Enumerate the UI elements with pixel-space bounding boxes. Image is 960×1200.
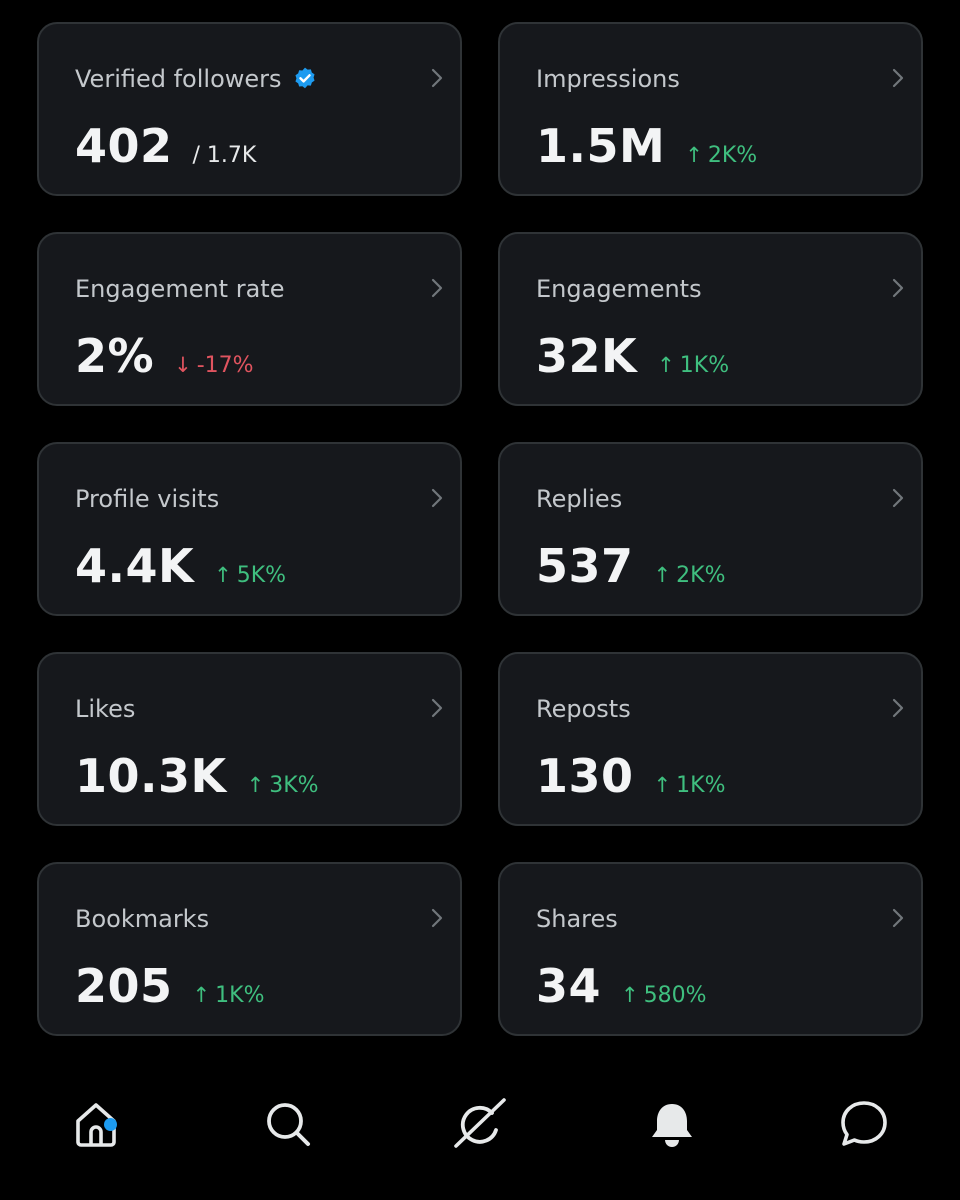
metric-value-row: 205 ↑ 1K% — [75, 960, 264, 1012]
metric-label: Profile visits — [75, 485, 220, 513]
arrow-up-icon: ↑ — [685, 143, 703, 167]
metric-label-container: Verified followers — [75, 64, 318, 94]
metric-label: Reposts — [536, 695, 631, 723]
bell-icon — [652, 1104, 692, 1147]
arrow-down-icon: ↓ — [174, 353, 192, 377]
nav-home-button[interactable] — [68, 1096, 124, 1152]
chevron-right-icon — [892, 908, 904, 928]
metric-change-value: 580% — [643, 983, 707, 1008]
metric-change-value: 1K% — [215, 983, 265, 1008]
arrow-up-icon: ↑ — [657, 353, 675, 377]
metric-label: Replies — [536, 485, 623, 513]
arrow-up-icon: ↑ — [214, 563, 232, 587]
metric-change: ↑ 2K% — [654, 563, 726, 588]
bottom-nav-bar — [0, 1066, 960, 1176]
metric-value: 2% — [75, 329, 155, 383]
metric-value-row: 402 / 1.7K — [75, 120, 256, 172]
metric-value-row: 10.3K ↑ 3K% — [75, 750, 319, 802]
metric-card-impressions[interactable]: Impressions 1.5M ↑ 2K% — [498, 22, 923, 196]
metric-change-value: 3K% — [269, 773, 319, 798]
metric-change: ↑ 2K% — [685, 143, 757, 168]
metric-change: ↑ 1K% — [657, 353, 729, 378]
metric-total: / 1.7K — [192, 143, 257, 168]
metric-label: Impressions — [536, 65, 680, 93]
chevron-right-icon — [892, 68, 904, 88]
metric-change: ↑ 1K% — [193, 983, 265, 1008]
metric-label: Shares — [536, 905, 618, 933]
metric-value: 32K — [536, 329, 638, 383]
metric-value-row: 1.5M ↑ 2K% — [536, 120, 757, 172]
metric-value: 34 — [536, 959, 602, 1013]
metric-change: ↓ -17% — [174, 353, 253, 378]
arrow-up-icon: ↑ — [246, 773, 265, 797]
arrow-up-icon: ↑ — [653, 773, 672, 797]
arrow-up-icon: ↑ — [621, 983, 639, 1007]
metric-value: 205 — [75, 959, 173, 1013]
search-icon — [267, 1103, 310, 1146]
nav-notifications-button[interactable] — [644, 1096, 700, 1152]
metric-value: 1.5M — [536, 119, 666, 173]
chevron-right-icon — [431, 488, 443, 508]
metric-card-reposts[interactable]: Reposts 130 ↑ 1K% — [498, 652, 923, 826]
notification-dot — [104, 1118, 117, 1131]
metric-card-shares[interactable]: Shares 34 ↑ 580% — [498, 862, 923, 1036]
metric-change: ↑ 1K% — [654, 773, 726, 798]
metric-label: Verified followers — [75, 65, 282, 93]
metric-value-row: 537 ↑ 2K% — [536, 540, 725, 592]
metric-change: ↑ 3K% — [247, 773, 319, 798]
metric-label: Engagements — [536, 275, 702, 303]
chevron-right-icon — [892, 698, 904, 718]
arrow-up-icon: ↑ — [192, 983, 211, 1007]
metric-label: Likes — [75, 695, 136, 723]
nav-grok-button[interactable] — [452, 1096, 508, 1152]
metric-value: 130 — [536, 749, 634, 803]
metric-change-value: 2K% — [707, 143, 758, 168]
metric-change-value: 5K% — [236, 563, 287, 588]
chevron-right-icon — [431, 908, 443, 928]
metric-card-profile-visits[interactable]: Profile visits 4.4K ↑ 5K% — [37, 442, 462, 616]
home-icon — [76, 1103, 116, 1147]
chevron-right-icon — [431, 698, 443, 718]
metric-card-verified-followers[interactable]: Verified followers 402 / 1.7K — [37, 22, 462, 196]
metric-change-value: 2K% — [676, 563, 726, 588]
message-icon — [841, 1101, 887, 1146]
chevron-right-icon — [892, 278, 904, 298]
metrics-grid: Verified followers 402 / 1.7K Impression… — [37, 22, 923, 1036]
nav-search-button[interactable] — [260, 1096, 316, 1152]
metric-value: 10.3K — [75, 749, 227, 803]
metric-value-row: 32K ↑ 1K% — [536, 330, 729, 382]
metric-change-value: -17% — [196, 353, 254, 378]
grok-icon — [454, 1098, 506, 1148]
metric-label: Engagement rate — [75, 275, 285, 303]
metric-card-likes[interactable]: Likes 10.3K ↑ 3K% — [37, 652, 462, 826]
metric-change-value: 1K% — [676, 773, 726, 798]
metric-value-row: 130 ↑ 1K% — [536, 750, 725, 802]
metric-value: 4.4K — [75, 539, 195, 593]
metric-label: Bookmarks — [75, 905, 210, 933]
verified-badge-icon — [294, 67, 315, 89]
metric-change-value: 1K% — [679, 353, 730, 378]
metric-card-engagements[interactable]: Engagements 32K ↑ 1K% — [498, 232, 923, 406]
metric-card-replies[interactable]: Replies 537 ↑ 2K% — [498, 442, 923, 616]
metric-value-row: 2% ↓ -17% — [75, 330, 254, 382]
metric-value-row: 4.4K ↑ 5K% — [75, 540, 286, 592]
nav-messages-button[interactable] — [836, 1096, 892, 1152]
chevron-right-icon — [431, 68, 443, 88]
metric-card-bookmarks[interactable]: Bookmarks 205 ↑ 1K% — [37, 862, 462, 1036]
metric-change: ↑ 580% — [621, 983, 707, 1008]
metric-card-engagement-rate[interactable]: Engagement rate 2% ↓ -17% — [37, 232, 462, 406]
arrow-up-icon: ↑ — [653, 563, 672, 587]
metric-value-row: 34 ↑ 580% — [536, 960, 707, 1012]
metric-value: 402 — [75, 119, 173, 173]
metric-value: 537 — [536, 539, 634, 593]
metric-change: ↑ 5K% — [214, 563, 286, 588]
chevron-right-icon — [892, 488, 904, 508]
chevron-right-icon — [431, 278, 443, 298]
